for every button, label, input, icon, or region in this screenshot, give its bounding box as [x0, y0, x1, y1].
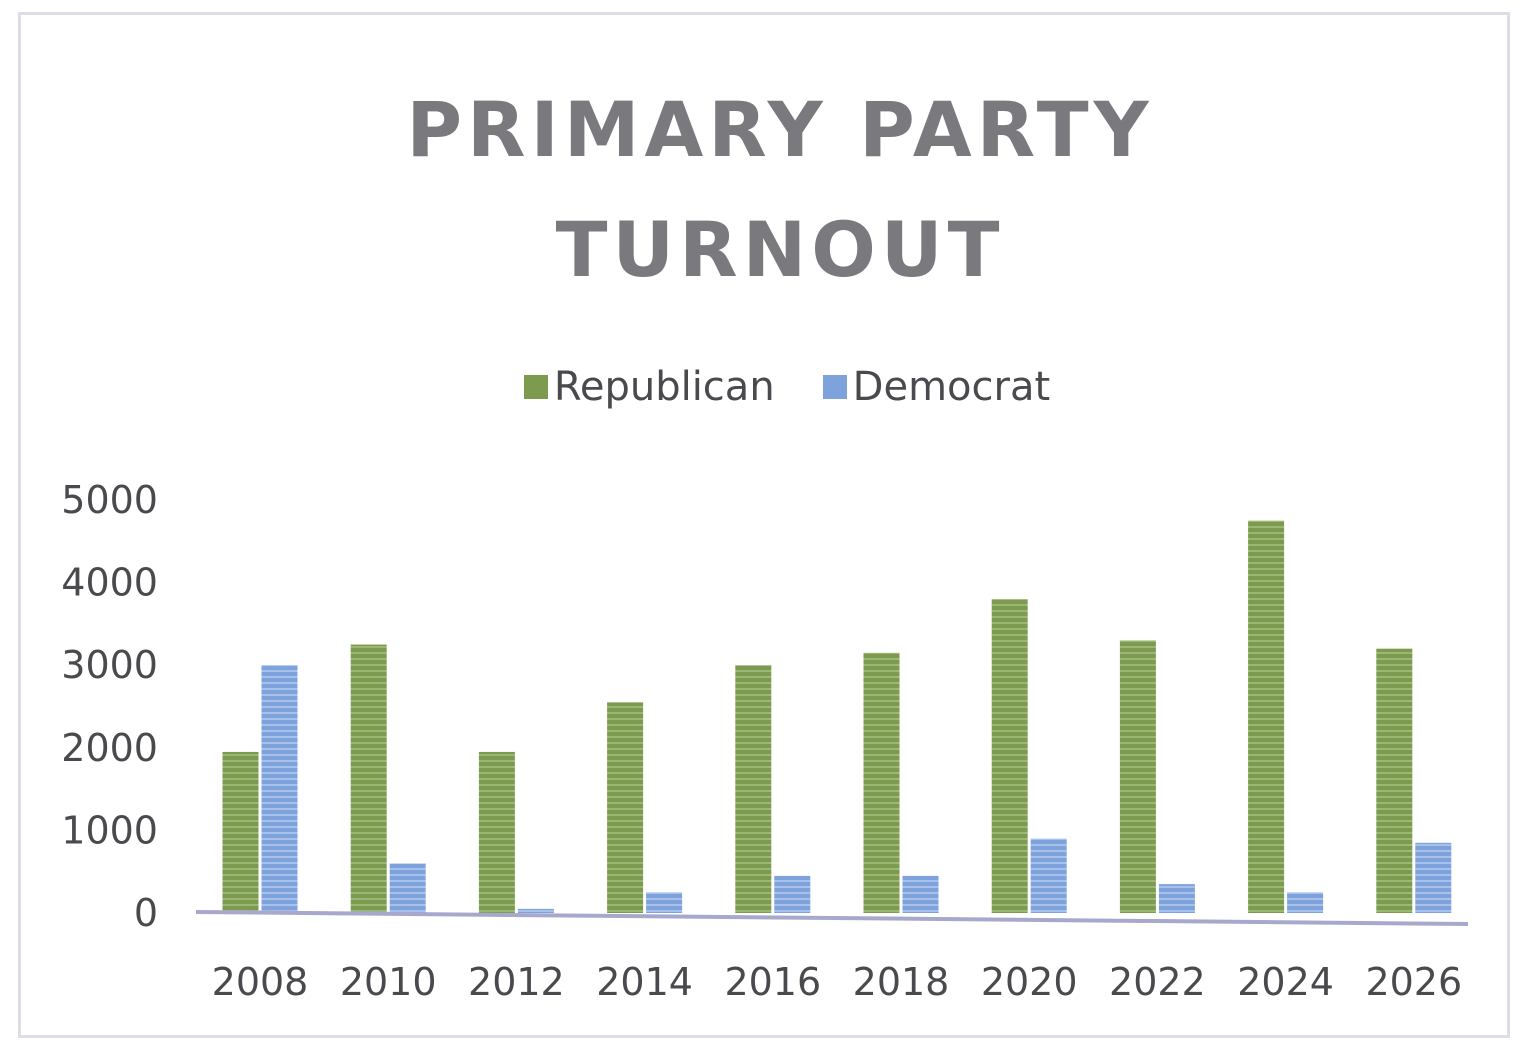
bar-democrat-2014	[646, 892, 683, 913]
x-tick-label-2022: 2022	[1109, 960, 1206, 1004]
bar-republican-2010	[350, 644, 387, 913]
bar-democrat-2012	[517, 908, 554, 913]
bars	[222, 520, 1452, 913]
y-tick-label-3000: 3000	[61, 643, 158, 687]
bar-republican-2020	[991, 599, 1028, 913]
x-axis-line	[195, 910, 1469, 926]
bar-democrat-2026	[1415, 842, 1452, 913]
x-tick-label-2014: 2014	[596, 960, 693, 1004]
bar-democrat-2008	[261, 665, 298, 913]
x-tick-label-2018: 2018	[853, 960, 950, 1004]
x-tick-label-2026: 2026	[1365, 960, 1462, 1004]
x-tick-label-2010: 2010	[340, 960, 437, 1004]
x-tick-label-2020: 2020	[981, 960, 1078, 1004]
bar-democrat-2018	[902, 875, 939, 913]
legend-item-democrat: Democrat	[822, 364, 1051, 410]
x-tick-label-2024: 2024	[1237, 960, 1334, 1004]
bar-democrat-2020	[1030, 838, 1067, 913]
x-tick-label-2012: 2012	[468, 960, 565, 1004]
bar-democrat-2010	[389, 863, 426, 913]
x-axis-labels: 2008 2010 2012 2014 2016 2018 2020 2022 2024 2026	[212, 960, 1463, 1004]
legend-swatch-democrat	[822, 375, 847, 399]
legend-item-republican: Republican	[523, 364, 775, 410]
bar-democrat-2022	[1158, 884, 1195, 913]
y-tick-label-5000: 5000	[61, 478, 158, 522]
bar-republican-2014	[607, 702, 644, 913]
bar-republican-2026	[1376, 648, 1413, 913]
bar-republican-2018	[863, 652, 900, 913]
x-tick-label-2008: 2008	[212, 960, 309, 1004]
x-tick-label-2016: 2016	[724, 960, 821, 1004]
bar-republican-2016	[735, 665, 772, 913]
legend-label-republican: Republican	[553, 364, 775, 410]
chart-title: PRIMARY PARTY TURNOUT	[406, 85, 1154, 294]
y-tick-label-1000: 1000	[61, 808, 158, 852]
y-tick-label-2000: 2000	[61, 726, 158, 770]
y-tick-label-4000: 4000	[61, 561, 158, 605]
bar-democrat-2024	[1287, 892, 1324, 913]
legend-label-democrat: Democrat	[852, 364, 1051, 410]
chart-legend: Republican Democrat	[0, 364, 1524, 410]
y-tick-label-0: 0	[134, 891, 158, 935]
bar-republican-2022	[1119, 640, 1156, 913]
legend-swatch-republican	[523, 375, 548, 399]
bar-democrat-2016	[774, 875, 811, 913]
bar-republican-2012	[478, 751, 515, 913]
y-axis-labels: 5000 4000 3000 2000 1000 0	[61, 478, 158, 935]
bar-republican-2024	[1248, 520, 1285, 913]
bar-republican-2008	[222, 751, 259, 913]
